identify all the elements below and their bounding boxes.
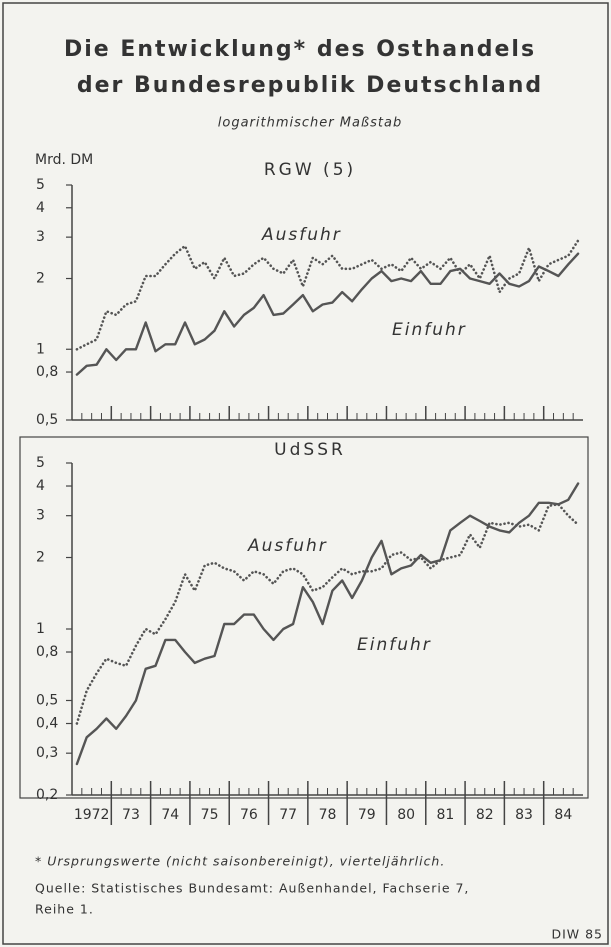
x-tick-label: 76 <box>240 807 258 823</box>
dotted-line <box>75 503 580 725</box>
title-line: Die Entwicklung* des Osthandels <box>64 37 536 62</box>
source: Quelle: Statistisches Bundesamt: Außenha… <box>35 881 469 896</box>
y-tick-label: 5 <box>36 177 45 193</box>
panel-title: RGW (5) <box>264 160 356 180</box>
panel-title: UdSSR <box>274 440 346 460</box>
series-label: Einfuhr <box>392 320 467 340</box>
x-tick-label: 73 <box>122 807 140 823</box>
y-tick-label: 0,8 <box>36 364 58 380</box>
series-label: Einfuhr <box>357 635 432 655</box>
y-tick-label: 4 <box>36 200 45 216</box>
y-tick-label: 3 <box>36 229 45 245</box>
y-tick-label: 0,5 <box>36 412 58 428</box>
y-tick-label: 2 <box>36 550 45 566</box>
y-tick-label: 1 <box>36 341 45 357</box>
x-tick-label: 74 <box>161 807 179 823</box>
y-tick-label: 0,4 <box>36 716 58 732</box>
y-tick-label: 3 <box>36 508 45 524</box>
x-tick-label: 1972 <box>74 807 110 823</box>
x-tick-label: 79 <box>358 807 376 823</box>
dotted-line <box>75 239 580 351</box>
x-tick-label: 83 <box>515 807 533 823</box>
y-tick-label: 0,5 <box>36 692 58 708</box>
x-tick-label: 78 <box>319 807 337 823</box>
subtitle: logarithmischer Maßstab <box>218 116 402 131</box>
y-tick-label: 1 <box>36 621 45 637</box>
source: Reihe 1. <box>35 902 94 917</box>
y-tick-label: 0,3 <box>36 745 58 761</box>
credit: DIW 85 <box>551 927 603 942</box>
title-line: der Bundesrepublik Deutschland <box>77 73 543 98</box>
y-tick-label: 4 <box>36 478 45 494</box>
series-label: Ausfuhr <box>261 225 342 245</box>
x-tick-label: 82 <box>476 807 494 823</box>
y-tick-label: 0,2 <box>36 787 58 803</box>
panel-box <box>19 436 589 799</box>
series-label: Ausfuhr <box>247 536 328 556</box>
y-axis-label: Mrd. DM <box>35 152 93 168</box>
y-tick-label: 2 <box>36 271 45 287</box>
x-tick-label: 81 <box>437 807 455 823</box>
y-tick-label: 0,8 <box>36 644 58 660</box>
solid-line <box>75 482 580 766</box>
y-tick-label: 5 <box>36 455 45 471</box>
x-tick-label: 80 <box>397 807 415 823</box>
x-tick-label: 77 <box>279 807 297 823</box>
x-tick-label: 84 <box>554 807 572 823</box>
solid-line <box>75 252 580 376</box>
footnote: * Ursprungswerte (nicht saisonbereinigt)… <box>35 854 445 869</box>
x-tick-label: 75 <box>201 807 219 823</box>
